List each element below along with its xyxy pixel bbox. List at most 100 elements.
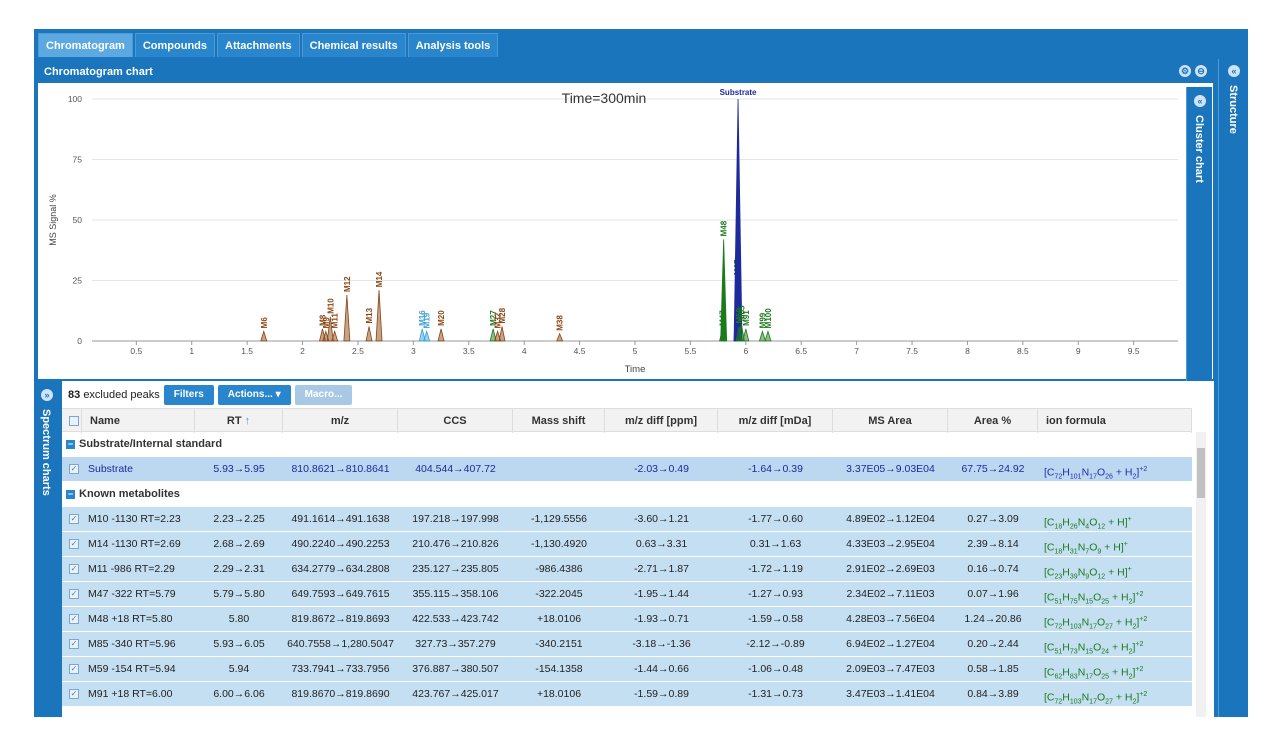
formula-part: [C — [1044, 516, 1055, 529]
cell-mda: -1.06→0.48 — [748, 663, 803, 675]
column-header-m-z-diff-ppm-[interactable]: m/z diff [ppm] — [605, 409, 718, 433]
table-row[interactable]: ✓ M48 +18 RT=5.80 5.80 819.8672→819.8693 422… — [62, 607, 1192, 632]
macro-button[interactable]: Macro... — [294, 384, 353, 405]
column-header-area-[interactable]: Area % — [948, 409, 1038, 433]
expand-icon[interactable]: » — [41, 389, 53, 401]
formula-part: 2 — [1128, 648, 1133, 656]
row-checkbox[interactable]: ✓ — [69, 639, 79, 650]
table-row[interactable]: ✓ M91 +18 RT=6.00 6.00→6.06 819.8670→819.86… — [62, 682, 1192, 707]
row-checkbox[interactable]: ✓ — [69, 514, 79, 525]
cell-ion-formula: [C72H103N17O27 + H2]+2 — [1038, 607, 1192, 632]
collapse-icon[interactable]: − — [66, 489, 75, 499]
x-tick-label: 1.5 — [241, 346, 253, 356]
row-checkbox[interactable]: ✓ — [69, 539, 79, 550]
formula-part: 62 — [1054, 673, 1063, 681]
collapse-icon[interactable]: ⊖ — [1195, 65, 1207, 77]
peak-label: Substrate — [720, 88, 757, 97]
cell-pct: 0.84→3.89 — [967, 688, 1019, 700]
peak-label: M14 — [375, 271, 384, 287]
table-row[interactable]: ✓ M85 -340 RT=5.96 5.93→6.05 640.7558→1,280… — [62, 632, 1192, 657]
tab-chromatogram[interactable]: Chromatogram — [38, 33, 133, 57]
x-tick-label: 5 — [633, 346, 638, 356]
formula-part: ] — [1136, 466, 1140, 479]
spectrum-charts-label: Spectrum charts — [40, 409, 52, 496]
expand-icon[interactable]: « — [1228, 65, 1240, 77]
formula-part: O — [1093, 591, 1102, 604]
expand-icon[interactable]: « — [1194, 95, 1206, 107]
group-header[interactable]: − Known metabolites — [62, 482, 1192, 507]
chromatogram-panel: Chromatogram chart ⚙ ⊖ 0 25 50 75 100 0.5 1 1.5… — [38, 61, 1213, 379]
filters-button[interactable]: Filters — [163, 384, 214, 405]
formula-part: N — [1081, 466, 1090, 479]
group-label: Substrate/Internal standard — [79, 438, 223, 450]
column-header-ccs[interactable]: CCS — [398, 409, 513, 433]
column-header-m-z[interactable]: m/z — [283, 409, 398, 433]
x-tick-label: 5.5 — [684, 346, 696, 356]
cell-ccs: 422.533→423.742 — [412, 613, 499, 625]
column-header-name[interactable]: Name — [82, 409, 195, 433]
formula-part: +2 — [1139, 616, 1148, 623]
cell-ccs: 355.115→358.106 — [412, 588, 499, 600]
spectrum-charts-strip[interactable]: » Spectrum charts — [34, 381, 60, 717]
table-row[interactable]: ✓ Substrate 5.93→5.95 810.8621→810.8641 404.… — [62, 457, 1192, 482]
peak-label: M8 — [318, 314, 327, 326]
column-header-label: RT — [226, 415, 242, 427]
peak — [498, 326, 506, 342]
row-checkbox[interactable]: ✓ — [69, 664, 79, 675]
cell-name: M11 -986 RT=2.29 — [88, 563, 175, 575]
formula-part: H — [1062, 541, 1070, 554]
cell-mz: 634.2779→634.2808 — [291, 563, 390, 575]
cell-pct: 0.07→1.96 — [967, 588, 1019, 600]
x-tick-label: 9 — [1076, 346, 1081, 356]
peak — [423, 329, 431, 342]
column-header-rt[interactable]: RT ↑ — [195, 409, 283, 433]
peak — [343, 294, 351, 342]
table-row[interactable]: ✓ M47 -322 RT=5.79 5.79→5.80 649.7593→649.7… — [62, 582, 1192, 607]
select-all-checkbox[interactable] — [62, 409, 82, 433]
formula-part: O — [1096, 616, 1106, 629]
row-checkbox[interactable]: ✓ — [69, 589, 79, 600]
table-row[interactable]: ✓ M14 -1130 RT=2.69 2.68→2.69 490.2240→490.… — [62, 532, 1192, 557]
table-scrollbar[interactable] — [1196, 432, 1206, 717]
gear-icon[interactable]: ⚙ — [1179, 65, 1191, 77]
cell-ppm: -2.03→0.49 — [634, 463, 689, 475]
sort-arrow-icon[interactable]: ↑ — [241, 415, 251, 427]
chromatogram-chart[interactable]: 0 25 50 75 100 0.5 1 1.5 2 2.5 3 3.5 4 4.5 5 5.5 6 6.5 7 7.… — [38, 83, 1198, 379]
tab-attachments[interactable]: Attachments — [217, 33, 300, 57]
tab-compounds[interactable]: Compounds — [134, 33, 216, 57]
column-header-m-z-diff-mda-[interactable]: m/z diff [mDa] — [718, 409, 833, 433]
formula-part: O — [1089, 541, 1098, 554]
row-checkbox[interactable]: ✓ — [69, 614, 79, 625]
peak — [331, 329, 339, 342]
x-tick-label: 4 — [522, 346, 527, 356]
formula-part: 72 — [1054, 623, 1063, 631]
cell-pct: 0.16→0.74 — [967, 563, 1019, 575]
actions-button[interactable]: Actions... ▾ — [217, 384, 291, 405]
formula-part: + H — [1105, 566, 1125, 579]
cell-ccs: 423.767→425.017 — [412, 688, 499, 700]
structure-strip[interactable]: « Structure — [1218, 59, 1248, 717]
column-header-ms-area[interactable]: MS Area — [833, 409, 948, 433]
tab-analysis-tools[interactable]: Analysis tools — [407, 33, 499, 57]
table-row[interactable]: ✓ M11 -986 RT=2.29 2.29→2.31 634.2779→634.2… — [62, 557, 1192, 582]
formula-part: 27 — [1105, 698, 1113, 706]
group-header[interactable]: − Substrate/Internal standard — [62, 432, 1192, 457]
table-row[interactable]: ✓ M59 -154 RT=5.94 5.94 733.7941→733.7956 37… — [62, 657, 1192, 682]
row-checkbox[interactable]: ✓ — [69, 564, 79, 575]
row-checkbox[interactable]: ✓ — [69, 464, 79, 475]
cell-mda: -2.12→-0.89 — [746, 638, 805, 650]
column-header-ion-formula[interactable]: ion formula — [1038, 409, 1192, 433]
x-tick-label: 6.5 — [795, 346, 807, 356]
cell-ppm: 0.63→3.31 — [635, 538, 688, 550]
table-row[interactable]: ✓ M10 -1130 RT=2.23 2.23→2.25 491.1614→491.… — [62, 507, 1192, 532]
tab-chemical-results[interactable]: Chemical results — [301, 33, 406, 57]
formula-part: 75 — [1069, 598, 1078, 606]
formula-part: 73 — [1069, 648, 1078, 656]
collapse-icon[interactable]: − — [66, 439, 75, 449]
cell-ion-formula: [C51H75N15O25 + H2]+2 — [1038, 582, 1192, 607]
row-checkbox[interactable]: ✓ — [69, 689, 79, 700]
table-scroll-thumb[interactable] — [1197, 448, 1205, 498]
column-header-mass-shift[interactable]: Mass shift — [513, 409, 605, 433]
formula-part: 103 — [1069, 698, 1082, 706]
peak-label: M91 — [742, 310, 751, 326]
